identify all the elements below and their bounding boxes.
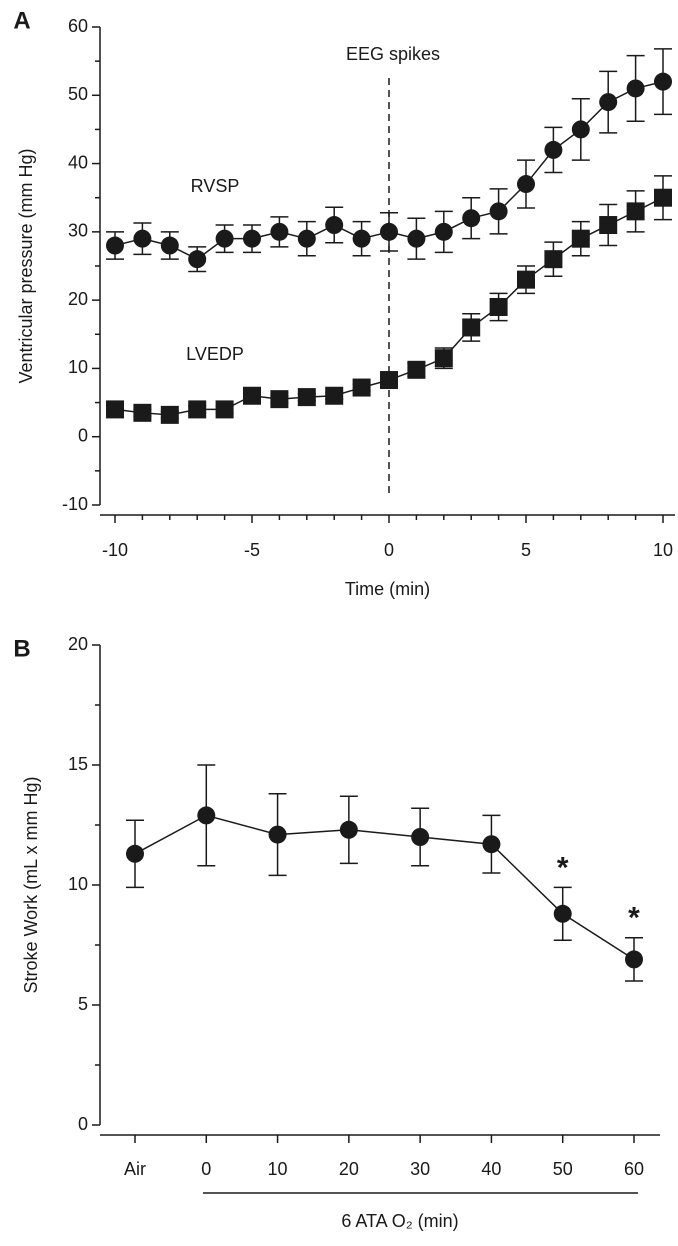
marker: [106, 400, 124, 419]
marker: [270, 222, 289, 241]
marker: [339, 820, 358, 839]
x-tick-label: 0: [384, 540, 394, 560]
marker: [462, 318, 481, 337]
marker: [489, 202, 508, 221]
marker: [133, 403, 152, 422]
y-tick-label: 10: [68, 874, 88, 894]
marker: [325, 386, 344, 405]
marker: [160, 405, 179, 424]
y-tick-label: 0: [78, 1114, 88, 1134]
marker: [462, 209, 481, 228]
marker: [188, 250, 207, 269]
x-tick-label: 50: [553, 1159, 573, 1179]
marker: [517, 270, 535, 289]
series-line: [134, 814, 635, 961]
marker: [352, 378, 371, 397]
marker: [654, 188, 672, 207]
marker: [325, 216, 344, 235]
x-tick-label: Air: [124, 1159, 146, 1179]
marker: [197, 806, 216, 825]
marker: [270, 390, 289, 409]
x-axis-title: 6 ATA O₂ (min): [341, 1211, 458, 1231]
y-tick-label: 50: [68, 84, 88, 104]
panel-label: B: [13, 635, 30, 662]
marker: [553, 904, 572, 923]
x-tick-label: 10: [268, 1159, 288, 1179]
marker: [517, 175, 535, 194]
x-tick-label: 30: [410, 1159, 430, 1179]
panel-label: A: [13, 7, 30, 34]
y-tick-label: 40: [68, 152, 88, 172]
marker: [482, 835, 501, 854]
marker: [599, 93, 618, 112]
marker: [571, 120, 590, 139]
marker: [380, 222, 398, 241]
y-tick-label: 10: [68, 357, 88, 377]
marker: [215, 400, 234, 419]
marker: [489, 297, 508, 316]
marker: [407, 360, 426, 379]
marker: [411, 828, 430, 846]
marker: [571, 229, 590, 248]
y-axis-title: Ventricular pressure (mm Hg): [16, 148, 36, 383]
marker: [380, 371, 398, 390]
marker: [352, 229, 371, 248]
marker: [243, 229, 261, 248]
y-tick-label: 20: [68, 289, 88, 309]
marker: [106, 236, 124, 255]
y-tick-label: 0: [78, 425, 88, 445]
marker: [188, 400, 207, 419]
marker: [243, 386, 261, 405]
marker: [297, 229, 316, 248]
x-axis-title: Time (min): [345, 579, 430, 599]
marker: [126, 844, 144, 863]
marker: [434, 349, 453, 368]
x-tick-label: -10: [102, 540, 128, 560]
marker: [160, 236, 179, 255]
annotation: LVEDP: [186, 344, 244, 364]
marker: [297, 388, 316, 407]
marker: [544, 140, 563, 159]
y-axis-title: Stroke Work (mL x mm Hg): [21, 776, 41, 993]
marker: [625, 950, 643, 969]
marker: [626, 79, 645, 98]
y-tick-label: 20: [68, 634, 88, 654]
marker: [626, 202, 645, 221]
significance: *: [628, 902, 640, 935]
annotation: EEG spikes: [346, 44, 440, 64]
marker: [268, 825, 287, 844]
y-tick-label: 30: [68, 221, 88, 241]
marker: [215, 229, 234, 248]
significance: *: [557, 851, 569, 884]
marker: [544, 250, 563, 269]
x-tick-label: 60: [624, 1159, 644, 1179]
marker: [599, 216, 618, 235]
x-tick-label: 5: [521, 540, 531, 560]
x-tick-label: 20: [339, 1159, 359, 1179]
marker: [407, 229, 426, 248]
marker: [133, 229, 152, 248]
x-tick-label: 10: [653, 540, 673, 560]
y-tick-label: -10: [62, 494, 88, 514]
marker: [654, 72, 672, 91]
y-tick-label: 5: [78, 994, 88, 1014]
annotation: RVSP: [191, 176, 240, 196]
y-tick-label: 15: [68, 754, 88, 774]
x-tick-label: -5: [244, 540, 260, 560]
y-tick-label: 60: [68, 16, 88, 36]
x-tick-label: 0: [201, 1159, 211, 1179]
x-tick-label: 40: [481, 1159, 501, 1179]
marker: [434, 222, 453, 241]
